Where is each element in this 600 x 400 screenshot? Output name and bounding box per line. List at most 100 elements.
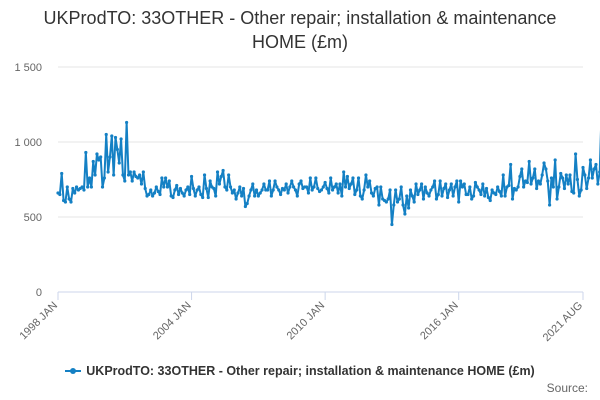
data-point (533, 167, 537, 171)
data-point (186, 185, 190, 189)
data-point (288, 185, 292, 189)
x-tick-label: 2021 AUG (541, 300, 585, 344)
data-point (199, 192, 203, 197)
x-tick-label: 2010 JAN (285, 300, 328, 343)
data-point (392, 203, 396, 207)
data-point (575, 177, 580, 182)
data-point (590, 176, 594, 180)
data-point (310, 188, 314, 192)
data-point (431, 185, 435, 189)
data-point (345, 174, 349, 179)
data-point (516, 185, 520, 189)
data-point (271, 188, 275, 192)
data-point (86, 185, 90, 189)
data-point (188, 192, 192, 197)
data-point (323, 180, 327, 185)
data-point (444, 182, 448, 186)
data-point (560, 176, 565, 180)
data-point (585, 186, 589, 191)
data-point (462, 182, 466, 186)
data-point (559, 171, 563, 176)
data-point (418, 188, 422, 192)
data-point (201, 195, 205, 200)
data-point (371, 194, 375, 198)
data-point (236, 191, 240, 195)
data-point (184, 188, 188, 192)
data-point (407, 206, 411, 210)
data-point (165, 185, 170, 189)
data-point (358, 194, 362, 198)
legend[interactable]: UKProdTO: 33OTHER - Other repair; instal… (0, 364, 600, 378)
data-point (577, 194, 581, 198)
data-point (104, 132, 108, 137)
data-point (234, 197, 238, 201)
data-point (158, 192, 162, 197)
data-point (386, 197, 390, 201)
data-point (384, 200, 388, 204)
data-point (110, 134, 114, 138)
data-point (89, 185, 93, 189)
series-layer (56, 111, 600, 227)
data-point (475, 185, 479, 189)
data-point (93, 173, 97, 177)
data-point (160, 176, 164, 180)
data-point (351, 176, 355, 180)
data-point (130, 179, 134, 183)
data-point (447, 188, 452, 192)
data-point (167, 179, 171, 183)
data-point (173, 188, 177, 192)
data-point (316, 186, 320, 191)
data-point (360, 197, 364, 201)
data-point (193, 194, 197, 198)
data-point (74, 185, 79, 189)
data-point (143, 186, 147, 191)
data-point (442, 186, 446, 191)
data-point (343, 185, 348, 189)
data-point (507, 183, 511, 188)
data-point (588, 158, 593, 162)
data-point (221, 168, 225, 173)
data-point (566, 182, 570, 186)
data-point (106, 170, 110, 174)
data-point (249, 188, 253, 192)
data-point (125, 120, 129, 125)
data-point (269, 194, 273, 198)
data-point (258, 191, 262, 195)
data-point (494, 192, 498, 197)
source-credit: Source: (546, 381, 588, 395)
data-point (325, 186, 329, 191)
data-point (394, 188, 398, 192)
data-point (542, 161, 546, 165)
data-point (266, 188, 270, 192)
data-point (247, 194, 251, 198)
data-point (369, 191, 374, 195)
data-point (141, 170, 145, 174)
data-point (162, 185, 166, 189)
data-point (594, 162, 598, 167)
data-point (555, 197, 559, 201)
data-point (73, 191, 77, 195)
data-point (548, 203, 552, 207)
y-tick-label: 1 500 (14, 62, 42, 74)
data-point (342, 170, 346, 174)
data-point (67, 197, 71, 201)
y-tick-label: 0 (36, 287, 42, 299)
data-point (195, 188, 199, 192)
data-point (227, 173, 231, 177)
data-point (136, 176, 140, 180)
data-point (527, 159, 531, 164)
data-point (403, 212, 407, 216)
data-point (292, 185, 296, 189)
data-point (468, 185, 472, 189)
data-point (338, 182, 342, 186)
data-point (586, 176, 591, 180)
data-point (151, 194, 155, 198)
data-point (340, 194, 344, 198)
data-point (546, 179, 550, 183)
data-point (583, 173, 587, 177)
data-point (91, 159, 95, 164)
x-tick-label: 1998 JAN (17, 300, 60, 343)
data-point (212, 186, 216, 191)
data-point (458, 179, 463, 183)
data-point (267, 179, 272, 183)
